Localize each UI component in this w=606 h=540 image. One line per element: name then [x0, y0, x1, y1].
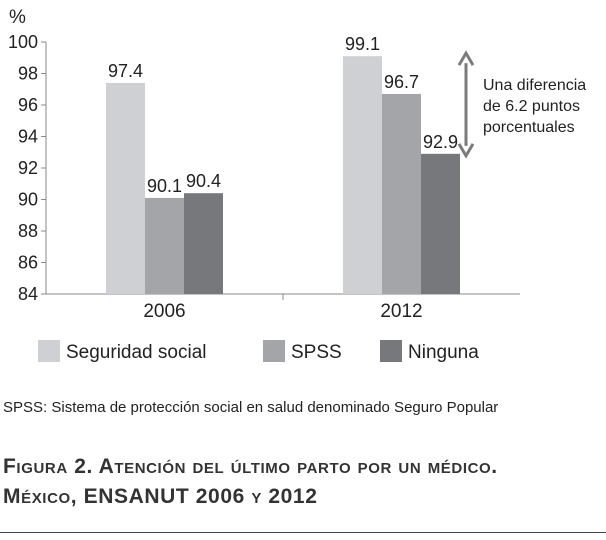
annotation-arrow-up-head: [457, 50, 475, 66]
bar-ninguna-2006: [184, 193, 223, 294]
legend-swatch: [38, 340, 60, 362]
bar-value-label: 90.1: [147, 176, 182, 196]
bar-ninguna-2012: [421, 153, 460, 294]
legend-swatch: [263, 340, 285, 362]
difference-annotation: Una diferencia de 6.2 puntos porcentuales: [457, 50, 586, 159]
y-tick-label: 84: [18, 284, 38, 304]
footnote: SPSS: Sistema de protección social en sa…: [3, 399, 499, 416]
y-axis-unit-label: %: [9, 7, 26, 28]
y-tick-label: 88: [18, 221, 38, 241]
bar-value-label: 96.7: [384, 72, 419, 92]
bar-spss-2012: [382, 93, 421, 294]
y-tick-label: 94: [18, 127, 38, 147]
legend-label: Seguridad social: [66, 342, 206, 363]
x-category-label: 2006: [143, 301, 185, 322]
x-category-label: 2012: [380, 301, 422, 322]
y-tick-label: 96: [18, 95, 38, 115]
bar-value-label: 99.1: [345, 34, 380, 54]
y-tick-label: 98: [18, 64, 38, 84]
legend-label: Ninguna: [408, 342, 479, 363]
annotation-text-line: de 6.2 puntos: [483, 98, 580, 115]
bar-seguridad-social-2006: [106, 82, 145, 294]
y-tick-label: 100: [8, 32, 38, 52]
bar-value-label: 90.4: [186, 171, 221, 191]
annotation-arrow-down-head: [457, 143, 475, 159]
bar-seguridad-social-2012: [343, 56, 382, 294]
bar-value-label: 97.4: [108, 61, 143, 81]
bar-chart: % 84 86 88 90 92 94 96 98 100 97.4 90.1 90.4 2006 99…: [8, 7, 586, 363]
bottom-rule: [0, 532, 606, 533]
annotation-text-line: porcentuales: [483, 119, 575, 136]
figure-caption: Figura 2. Atención del último parto por …: [3, 452, 603, 512]
y-tick-label: 86: [18, 253, 38, 273]
y-tick-label: 90: [18, 190, 38, 210]
bars-group: 97.4 90.1 90.4 2006 99.196.7 92.9 2012: [106, 34, 460, 322]
annotation-text-line: Una diferencia: [483, 77, 586, 94]
y-tick-label: 92: [18, 158, 38, 178]
legend-swatch: [380, 340, 402, 362]
legend: Seguridad social SPSS Ninguna: [38, 340, 479, 363]
legend-label: SPSS: [291, 342, 342, 363]
caption-line-1: Figura 2. Atención del último parto por …: [3, 455, 498, 478]
bar-value-label: 92.9: [423, 132, 458, 152]
bar-spss-2006: [145, 197, 184, 294]
caption-line-2: México, ENSANUT 2006 y 2012: [3, 485, 318, 508]
